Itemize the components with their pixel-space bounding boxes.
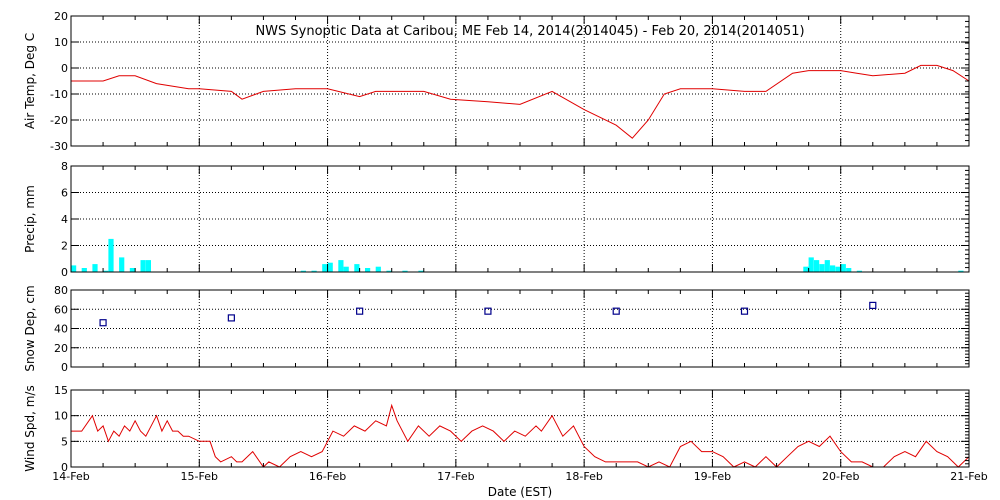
snow-depth-frame — [70, 289, 970, 368]
snow-depth-point — [612, 307, 620, 315]
y-tick-label: -30 — [50, 140, 68, 153]
y-tick-label: 4 — [61, 213, 68, 226]
air-temp-panel: 20 10 0 -10 -20 -30 Air Temp, Deg C — [23, 10, 970, 153]
snow-depth-panel: 80 60 40 20 0 Snow Dep, cm — [23, 284, 970, 374]
precip-bar — [803, 266, 809, 272]
precip-panel: 8 6 4 2 0 Precip, mm — [23, 160, 970, 279]
y-tick-label: 8 — [61, 160, 68, 173]
snow-depth-point — [227, 314, 235, 322]
precip-bar — [71, 265, 77, 272]
precip-bar — [311, 270, 317, 272]
snow-depth-y-axis-label: Snow Dep, cm — [23, 285, 37, 371]
precip-y-axis-label: Precip, mm — [23, 185, 37, 253]
y-tick-label: 0 — [61, 62, 68, 75]
wind-speed-panel: 15 10 5 0 Wind Spd, m/s — [23, 384, 970, 474]
y-tick-label: 20 — [54, 342, 68, 355]
snow-depth-point — [356, 307, 364, 315]
precip-bar — [808, 257, 814, 272]
snow-depth-point — [484, 307, 492, 315]
precip-frame — [70, 165, 970, 273]
x-tick-label: 17-Feb — [437, 470, 474, 483]
precip-bar — [338, 260, 344, 272]
precip-bar — [92, 264, 98, 272]
precip-bar — [402, 270, 408, 272]
snow-depth-point — [740, 307, 749, 315]
y-tick-label: 80 — [54, 284, 68, 297]
x-tick-label: 21-Feb — [950, 470, 987, 483]
precip-bar — [835, 266, 841, 272]
precip-bar — [846, 268, 852, 272]
y-tick-label: 0 — [61, 361, 68, 374]
precip-bar — [819, 264, 825, 272]
y-tick-label: 10 — [54, 36, 68, 49]
y-tick-label: 0 — [61, 461, 68, 474]
precip-bar — [365, 268, 371, 272]
y-tick-label: 0 — [61, 266, 68, 279]
precip-bar — [300, 270, 306, 272]
y-tick-label: 2 — [61, 240, 68, 253]
y-tick-label: 15 — [54, 384, 68, 397]
x-tick-label: 15-Feb — [181, 470, 218, 483]
precip-bar — [145, 260, 151, 272]
precip-bar — [140, 260, 146, 272]
y-tick-label: 10 — [54, 410, 68, 423]
y-tick-label: 20 — [54, 10, 68, 23]
precip-bar — [824, 260, 830, 272]
precip-bar — [375, 266, 381, 272]
precip-bar — [343, 266, 349, 272]
precip-bar — [386, 270, 392, 272]
precip-bar — [103, 270, 109, 272]
precip-bar — [856, 270, 862, 272]
y-tick-label: 5 — [61, 435, 68, 448]
snow-depth-point — [99, 319, 107, 327]
wind-speed-y-axis-label: Wind Spd, m/s — [23, 385, 37, 471]
y-tick-label: -10 — [50, 88, 68, 101]
x-tick-label: 14-Feb — [52, 470, 89, 483]
air-temp-y-axis-label: Air Temp, Deg C — [23, 33, 37, 129]
chart-title: NWS Synoptic Data at Caribou, ME Feb 14,… — [255, 24, 804, 39]
x-tick-label: 16-Feb — [309, 470, 346, 483]
precip-bar — [418, 270, 424, 272]
y-tick-label: 60 — [54, 303, 68, 316]
precip-bar — [840, 264, 846, 272]
x-tick-label: 20-Feb — [822, 470, 859, 483]
precip-bar — [119, 257, 125, 272]
wind-speed-frame — [70, 389, 970, 468]
precip-bar — [108, 238, 114, 272]
precip-bar — [830, 265, 836, 272]
y-tick-label: 40 — [54, 323, 68, 336]
x-tick-label: 18-Feb — [565, 470, 602, 483]
precip-bar — [814, 260, 820, 272]
precip-bar — [322, 264, 328, 272]
wind-speed-line — [71, 403, 970, 468]
precip-bar — [129, 268, 135, 272]
y-tick-label: -20 — [50, 114, 68, 127]
precip-bar — [354, 264, 360, 272]
y-tick-label: 6 — [61, 187, 68, 200]
x-tick-label: 19-Feb — [694, 470, 731, 483]
precip-bar — [81, 268, 87, 272]
precip-bar — [958, 270, 964, 272]
air-temp-line — [71, 64, 970, 139]
snow-depth-point — [869, 301, 877, 309]
x-axis-label: Date (EST) — [488, 485, 552, 499]
precip-bar — [327, 262, 333, 272]
